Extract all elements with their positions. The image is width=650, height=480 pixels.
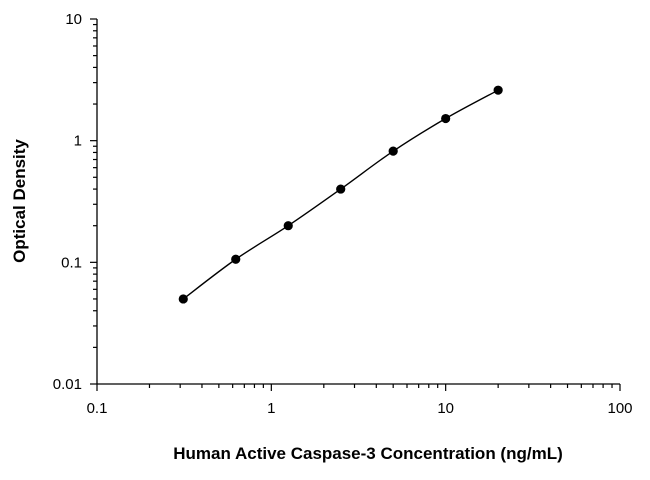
data-point	[493, 85, 503, 95]
y-tick-label: 0.01	[53, 376, 82, 393]
x-tick-label: 10	[437, 400, 454, 417]
axis-ticks	[90, 18, 621, 391]
data-point	[231, 254, 241, 264]
data-point	[178, 294, 188, 304]
data-points	[178, 85, 503, 304]
y-axis-title: Optical Density	[10, 139, 29, 263]
y-tick-label: 0.1	[61, 254, 82, 271]
y-tick-label: 1	[74, 133, 82, 150]
x-tick-label: 100	[607, 400, 632, 417]
x-tick-label: 1	[267, 400, 275, 417]
data-point	[283, 221, 293, 231]
axes	[96, 19, 620, 385]
data-point	[388, 146, 398, 156]
y-tick-label: 10	[65, 11, 82, 28]
data-point	[441, 113, 451, 124]
fit-curve-layer	[182, 89, 499, 300]
tick-labels: 0.1 1 10 100 0.01 0.1 1 10	[53, 11, 633, 417]
fit-curve	[182, 89, 499, 300]
x-axis-title: Human Active Caspase-3 Concentration (ng…	[173, 444, 563, 463]
data-point	[336, 184, 346, 194]
x-tick-label: 0.1	[87, 400, 108, 417]
